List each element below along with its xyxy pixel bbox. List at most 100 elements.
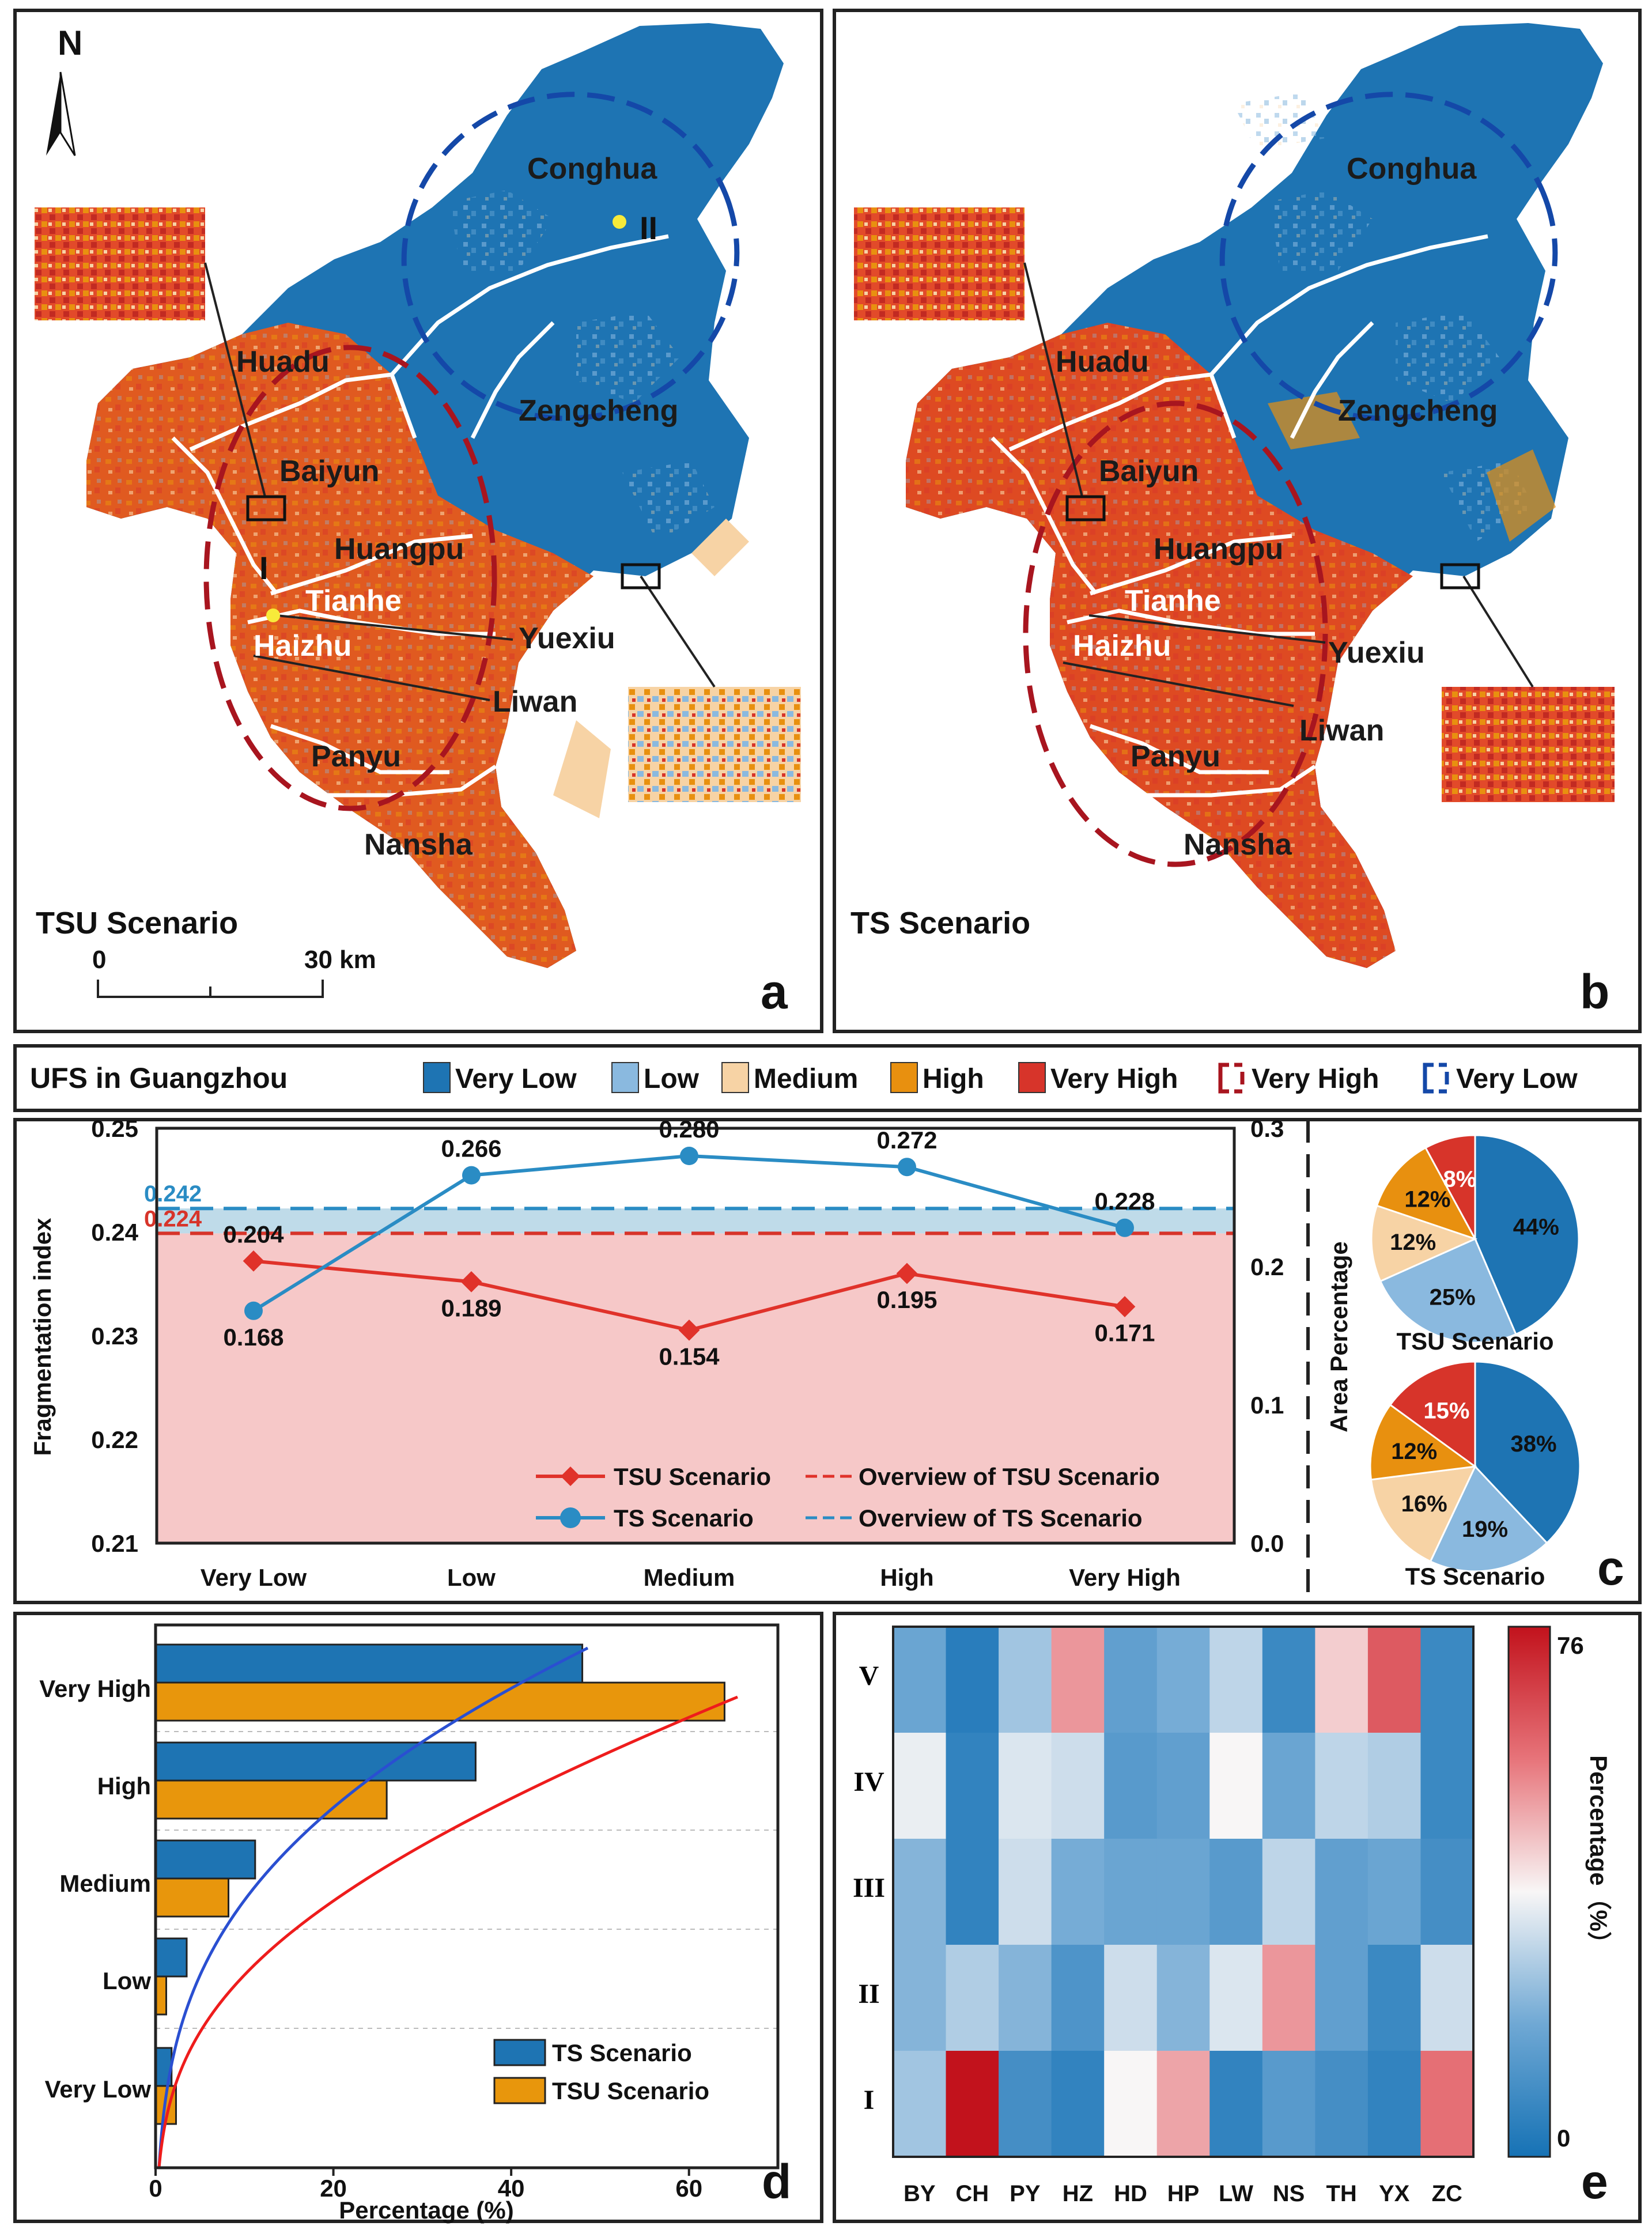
district-huadu-b: Huadu — [1056, 345, 1149, 379]
bar-legend-ts-swatch — [493, 2039, 546, 2066]
left-tick-2: 0.23 — [91, 1322, 138, 1350]
very-high-zone-ellipse — [203, 345, 497, 811]
percentage-bar-chart: Very High High Medium Low Very Low 0 20 … — [39, 1623, 791, 2224]
heat-cell — [1315, 1945, 1369, 2051]
panel-c-frame — [13, 1118, 1642, 1604]
map-a-labels: N Conghua Huadu Zengcheng Baiyun Huangpu… — [36, 24, 788, 1019]
pie-tsu-title: TSU Scenario — [1396, 1328, 1553, 1355]
x-axis: Very Low Low Medium High Very High — [201, 1564, 1181, 1591]
pie-slice-high — [1375, 1146, 1477, 1241]
ts-point — [898, 1158, 916, 1177]
pie-slice-very-high — [1389, 1360, 1476, 1468]
heat-col-label: HP — [1167, 2181, 1200, 2206]
leader-liwan-b — [1063, 662, 1294, 707]
pie-slice-very-low — [1474, 1134, 1580, 1336]
heat-cell — [1262, 1839, 1315, 1945]
district-liwan: Liwan — [493, 685, 577, 719]
bar-legend-ts: TS Scenario — [552, 2039, 692, 2066]
bar-legend: TS Scenario TSU Scenario — [493, 2039, 709, 2104]
heat-col-label: HZ — [1063, 2181, 1093, 2206]
tsu-value-label: 0.154 — [659, 1343, 720, 1370]
heat-cell — [1262, 1945, 1315, 2051]
district-nansha: Nansha — [364, 828, 473, 861]
bar-x-tick-0: 0 — [149, 2175, 162, 2202]
tsu-value-label: 0.189 — [441, 1294, 501, 1321]
district-nansha-b: Nansha — [1184, 828, 1292, 861]
right-tick-0: 0.0 — [1250, 1530, 1284, 1557]
district-tianhe: Tianhe — [305, 584, 402, 618]
district-baiyun: Baiyun — [279, 455, 379, 488]
bar-ts — [154, 2047, 173, 2087]
row-label-IV: IV — [853, 1767, 884, 1797]
tsu-fit-curve — [157, 1695, 738, 2168]
legend-ts: TS Scenario — [614, 1505, 754, 1532]
heat-cell — [1367, 2051, 1421, 2157]
heat-cell — [893, 1733, 947, 1839]
pie-slice-low — [1429, 1465, 1548, 1573]
legend-ov-tsu: Overview of TSU Scenario — [859, 1463, 1160, 1490]
inset-bottom-right-b — [1442, 687, 1615, 802]
heat-cell — [946, 2051, 999, 2157]
heat-cell — [893, 2051, 947, 2157]
north-label: N — [58, 24, 82, 62]
heat-cell — [1420, 1733, 1474, 1839]
heat-cell — [1367, 1945, 1421, 2051]
heat-cell — [1420, 1627, 1474, 1733]
leader-liwan — [253, 655, 490, 701]
inset-top-left-b — [854, 207, 1025, 320]
heat-cell — [1104, 1733, 1158, 1839]
pie-label: 25% — [1430, 1285, 1476, 1310]
tsu-point — [243, 1250, 264, 1272]
tsu-value-label: 0.171 — [1094, 1320, 1155, 1347]
heat-col-label: LW — [1219, 2181, 1253, 2206]
heat-cell — [1367, 1839, 1421, 1945]
panel-e-letter: e — [1581, 2155, 1608, 2209]
leader-yuexiu — [276, 614, 513, 641]
pie-label: 12% — [1404, 1186, 1450, 1212]
x-cat-0: Very Low — [201, 1564, 307, 1591]
heat-cell — [999, 1839, 1052, 1945]
heat-cell — [1209, 1945, 1263, 2051]
overview-ts-band — [157, 1208, 1234, 1234]
ufs-legend: UFS in Guangzhou Very Low Low Medium Hig… — [30, 1062, 1578, 1094]
left-tick-4: 0.25 — [91, 1115, 138, 1142]
right-tick-1: 0.1 — [1250, 1392, 1284, 1419]
district-zengcheng-b: Zengcheng — [1338, 394, 1498, 428]
row-label-I: I — [864, 2085, 875, 2115]
bar-ts — [154, 1839, 256, 1880]
bar-x-title: Percentage (%) — [339, 2197, 513, 2224]
heat-cell — [1104, 1627, 1158, 1733]
legend-label-medium: Medium — [754, 1064, 858, 1094]
district-panyu: Panyu — [311, 740, 401, 773]
pie-tsu-scenario: 44%25%12%12%8% — [1370, 1134, 1580, 1344]
pie-slice-low — [1379, 1238, 1517, 1344]
inset-box-1 — [246, 495, 286, 521]
district-huangpu: Huangpu — [334, 532, 464, 566]
heat-cell — [1209, 1839, 1263, 1945]
bar-tsu — [154, 1681, 725, 1722]
scale-bar — [97, 980, 324, 998]
heat-cell — [893, 1839, 947, 1945]
heat-col-label: NS — [1273, 2181, 1305, 2206]
fragmentation-line-chart: 0.224 0.242 0.204 0.189 0.154 0.195 0.171 0.1… — [29, 1115, 1352, 1591]
inset-box-2b — [1440, 563, 1480, 589]
heat-cell — [1156, 2051, 1210, 2157]
line-series: 0.204 0.189 0.154 0.195 0.171 0.168 0.266 0.280… — [223, 1116, 1155, 1370]
row-label-III: III — [853, 1873, 885, 1903]
very-high-zone-ellipse-b — [1023, 400, 1328, 867]
panel-a-letter: a — [761, 965, 788, 1019]
pie-label: 12% — [1391, 1439, 1437, 1464]
heat-cell — [1104, 1945, 1158, 2051]
map-tsu-scenario — [35, 23, 801, 968]
left-tick-3: 0.24 — [91, 1219, 138, 1246]
district-heatmap: V IV III II I BY CH PY HZ HD HP LW NS TH YX ZC 76 … — [853, 1626, 1612, 2209]
district-baiyun-b: Baiyun — [1099, 455, 1199, 488]
left-tick-0: 0.21 — [91, 1530, 138, 1557]
district-tianhe-b: Tianhe — [1125, 584, 1221, 618]
ts-point — [1116, 1218, 1134, 1237]
heat-cell — [1367, 1627, 1421, 1733]
panel-e-frame — [833, 1612, 1642, 2223]
overview-tsu-band — [157, 1233, 1234, 1543]
legend-swatch-medium — [721, 1062, 749, 1093]
